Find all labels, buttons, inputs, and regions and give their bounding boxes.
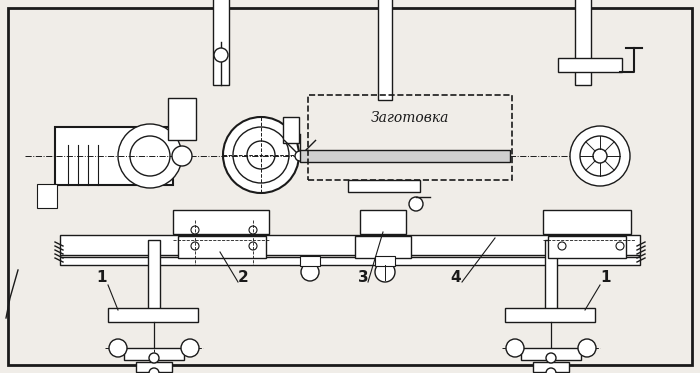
Bar <box>60 257 640 265</box>
Bar <box>173 210 269 234</box>
Circle shape <box>249 226 257 234</box>
Circle shape <box>223 117 299 193</box>
Bar <box>55 127 173 185</box>
Text: Заготовка: Заготовка <box>371 111 449 125</box>
Bar <box>543 210 631 234</box>
Circle shape <box>214 48 228 62</box>
Bar <box>355 236 411 258</box>
Bar <box>136 362 172 372</box>
Circle shape <box>301 263 319 281</box>
Bar <box>308 95 512 180</box>
Bar <box>178 236 266 258</box>
Circle shape <box>118 124 182 188</box>
Bar <box>505 308 595 322</box>
Bar <box>300 256 320 266</box>
Circle shape <box>109 339 127 357</box>
Bar <box>60 235 640 255</box>
Text: 2: 2 <box>237 270 248 285</box>
Circle shape <box>191 226 199 234</box>
Text: 1: 1 <box>601 270 611 285</box>
Circle shape <box>181 339 199 357</box>
Bar <box>213 0 229 85</box>
Polygon shape <box>18 185 85 278</box>
Circle shape <box>233 127 289 183</box>
Circle shape <box>249 242 257 250</box>
Circle shape <box>570 126 630 186</box>
Bar <box>37 184 57 208</box>
Bar <box>360 210 406 234</box>
Bar <box>545 240 557 315</box>
Text: 4: 4 <box>451 270 461 285</box>
Bar <box>375 256 395 266</box>
Bar <box>283 117 299 143</box>
Bar <box>124 348 184 360</box>
Circle shape <box>580 136 620 176</box>
Circle shape <box>295 151 305 161</box>
Bar <box>558 58 622 72</box>
Circle shape <box>546 368 556 373</box>
Circle shape <box>247 141 275 169</box>
Circle shape <box>375 262 395 282</box>
Bar <box>300 150 510 162</box>
Text: 1: 1 <box>97 270 107 285</box>
Circle shape <box>593 149 607 163</box>
Text: 3: 3 <box>358 270 368 285</box>
Ellipse shape <box>202 45 216 55</box>
Bar <box>533 362 569 372</box>
Bar <box>575 0 591 85</box>
Circle shape <box>578 339 596 357</box>
Polygon shape <box>513 150 572 162</box>
Circle shape <box>546 353 556 363</box>
Bar <box>168 98 196 140</box>
Bar <box>548 236 626 258</box>
Ellipse shape <box>225 45 241 55</box>
Bar <box>378 0 392 100</box>
Circle shape <box>616 242 624 250</box>
Circle shape <box>149 353 159 363</box>
Circle shape <box>191 242 199 250</box>
Circle shape <box>558 242 566 250</box>
Bar <box>148 240 160 315</box>
Circle shape <box>409 197 423 211</box>
Circle shape <box>149 368 159 373</box>
Bar <box>521 348 581 360</box>
Bar <box>348 180 420 192</box>
Circle shape <box>506 339 524 357</box>
Bar <box>108 308 198 322</box>
Circle shape <box>172 146 192 166</box>
Circle shape <box>130 136 170 176</box>
